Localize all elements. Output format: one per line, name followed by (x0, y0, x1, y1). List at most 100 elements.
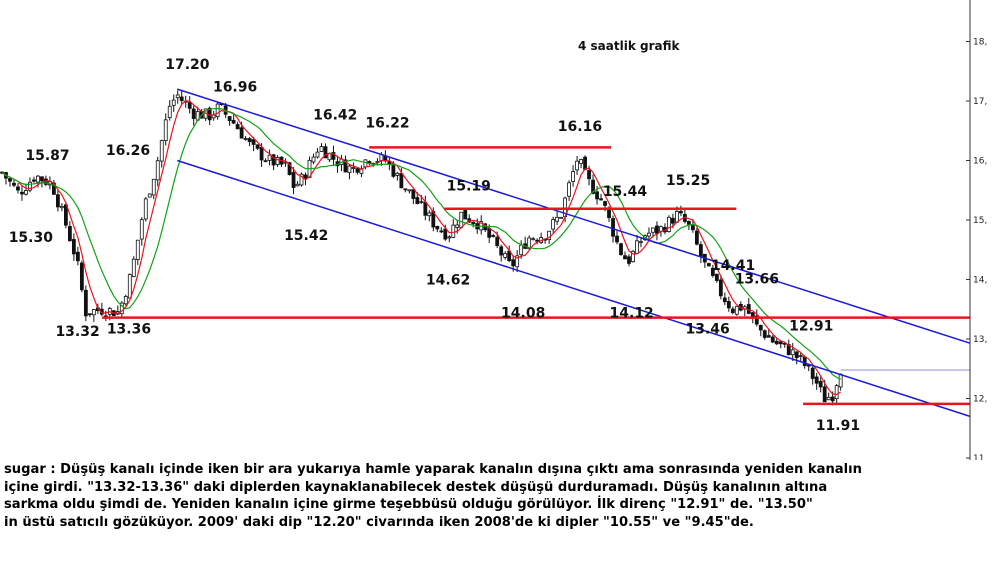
candle-body (754, 315, 759, 325)
candle-body (838, 373, 843, 388)
candle-body (587, 170, 591, 180)
candle-body (427, 212, 432, 217)
price-annotation-label: 16.16 (558, 119, 602, 135)
candle-body (463, 209, 468, 220)
candle-body (275, 157, 280, 165)
candle-body (243, 138, 248, 140)
candle-body (471, 221, 476, 225)
price-annotation-label: 15.19 (447, 179, 491, 195)
candle-body (774, 340, 779, 345)
candle-body (762, 330, 767, 338)
price-annotation-label: 16.96 (213, 79, 257, 95)
candle-body (698, 244, 703, 257)
y-tick-label: 11, (973, 454, 987, 460)
candle-body (675, 210, 679, 223)
candle-body (355, 168, 360, 173)
price-annotation-label: 15.87 (25, 148, 69, 164)
candle-body (159, 140, 164, 162)
candle-body (8, 178, 12, 182)
candle-body (535, 239, 540, 242)
candle-body (790, 349, 795, 356)
candle-body (239, 127, 244, 139)
candle-body (251, 139, 256, 145)
price-annotation-label: 15.30 (9, 230, 54, 246)
candle-body (499, 246, 504, 256)
candle-body (623, 255, 627, 260)
candle-body (503, 252, 508, 258)
candle-body (778, 341, 783, 345)
candle-body (415, 197, 420, 205)
candle-body (167, 105, 172, 119)
candle-body (603, 201, 607, 206)
candle-body (32, 179, 36, 182)
candle-body (319, 146, 324, 152)
candle-body (119, 302, 124, 315)
candle-body (63, 204, 68, 226)
candle-body (722, 297, 727, 303)
candle-body (559, 216, 564, 219)
candle-body (343, 159, 348, 173)
candle-body (798, 355, 803, 358)
candle-body (491, 235, 496, 237)
candle-body (391, 163, 396, 177)
candle-body (679, 210, 683, 214)
candle-body (515, 255, 520, 268)
channel-line (177, 88, 971, 344)
candle-body (295, 183, 300, 187)
price-annotation-label: 14.41 (711, 258, 755, 274)
candle-body (647, 232, 651, 237)
candle-body (595, 191, 599, 200)
price-annotation-label: 11.91 (816, 418, 860, 434)
candle-body (71, 239, 76, 255)
candle-body (635, 240, 639, 254)
candle-body (315, 151, 320, 158)
candle-body (419, 201, 424, 204)
candle-body (267, 154, 272, 161)
candle-body (631, 250, 635, 263)
y-tick-label: 12, (973, 395, 987, 405)
candle-body (555, 216, 560, 222)
candle-body (579, 159, 583, 164)
descending-channel (177, 88, 971, 418)
candle-body (639, 241, 643, 244)
candle-body (766, 335, 771, 338)
candle-body (519, 244, 524, 256)
candle-body (527, 237, 532, 250)
candle-body (131, 258, 136, 277)
candle-body (531, 238, 536, 241)
candle-body (786, 344, 791, 356)
candle-body (806, 364, 811, 367)
candle-body (694, 230, 699, 245)
price-annotation-label: 15.44 (603, 184, 648, 200)
candle-body (28, 181, 32, 191)
moving-averages (1, 100, 842, 396)
candle-body (451, 224, 456, 238)
candle-body (255, 144, 260, 149)
candle-body (615, 235, 619, 243)
candle-body (227, 116, 232, 121)
y-tick-label: 18, (973, 38, 987, 48)
candle-body (299, 173, 304, 186)
candle-body (287, 162, 292, 175)
price-annotation-label: 14.62 (426, 273, 470, 289)
candle-body (690, 224, 695, 231)
price-annotation-label: 16.42 (313, 108, 357, 124)
candle-body (20, 191, 24, 195)
support-resistance-levels (102, 146, 970, 406)
candle-body (671, 217, 675, 224)
commentary-line: sarkma oldu şimdi de. Yeniden kanalın iç… (4, 497, 813, 513)
candle-body (12, 182, 16, 186)
candle-body (730, 308, 735, 313)
candle-body (367, 161, 372, 164)
y-tick-label: 17, (973, 97, 987, 107)
candle-body (403, 188, 408, 191)
candle-body (127, 274, 132, 299)
candle-body (706, 263, 711, 267)
candle-body (83, 289, 88, 317)
candle-body (179, 96, 184, 102)
candle-body (36, 175, 40, 183)
candle-body (263, 160, 268, 163)
candle-body (575, 160, 579, 171)
candle-body (139, 219, 144, 240)
